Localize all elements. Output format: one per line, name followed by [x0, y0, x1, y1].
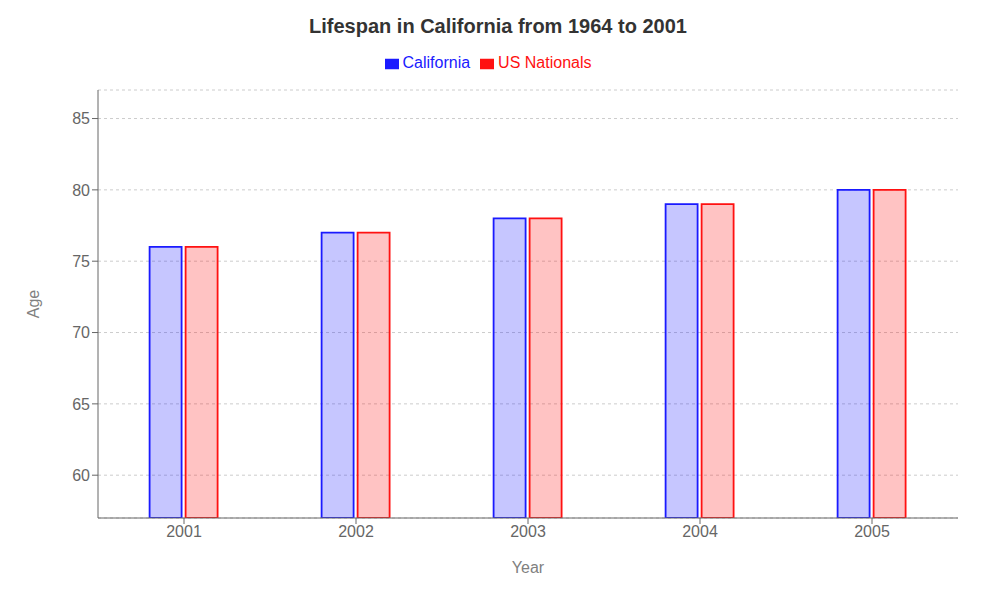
svg-text:75: 75	[72, 253, 90, 270]
svg-text:2003: 2003	[510, 523, 546, 540]
svg-text:60: 60	[72, 467, 90, 484]
svg-text:2005: 2005	[854, 523, 890, 540]
svg-text:Age: Age	[25, 290, 42, 319]
svg-text:2002: 2002	[338, 523, 374, 540]
svg-text:80: 80	[72, 182, 90, 199]
svg-text:70: 70	[72, 324, 90, 341]
svg-text:Year: Year	[512, 559, 545, 576]
svg-text:2001: 2001	[166, 523, 202, 540]
html-text:Lifespan in California from 19: Lifespan in California from 1964 to 2001	[309, 15, 687, 37]
svg-text:2004: 2004	[682, 523, 718, 540]
svg-text:65: 65	[72, 396, 90, 413]
html-text:US Nationals: US Nationals	[498, 54, 592, 71]
html-text:California: California	[402, 54, 471, 71]
svg-text:85: 85	[72, 110, 90, 127]
